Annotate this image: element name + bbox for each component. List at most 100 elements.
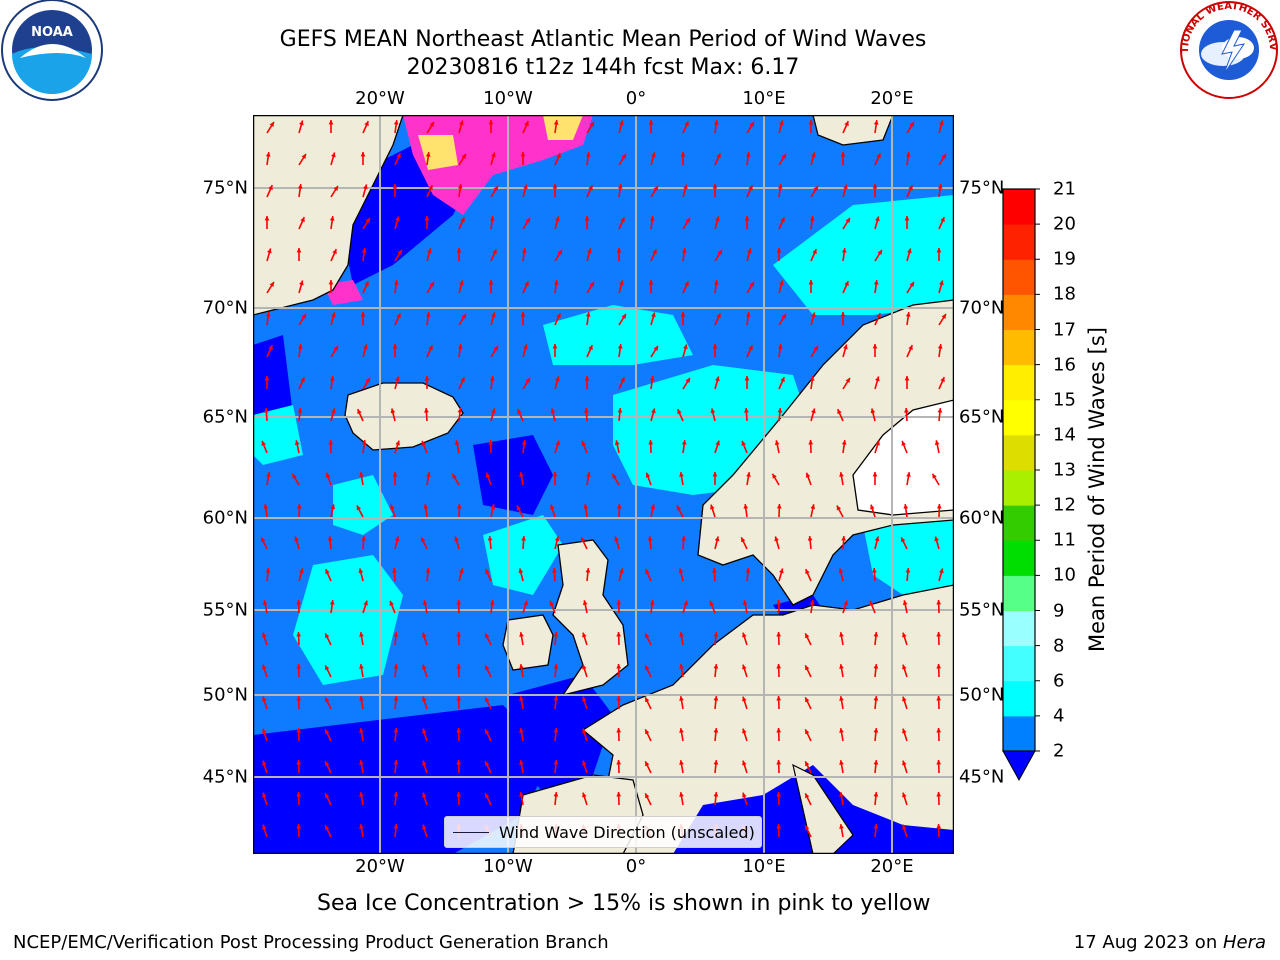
wind-wave-arrowhead	[262, 728, 267, 734]
wind-wave-arrowhead	[489, 600, 495, 605]
wind-wave-arrowhead	[456, 632, 462, 637]
wind-wave-arrowhead	[525, 217, 530, 223]
wind-wave-arrowhead	[902, 600, 908, 606]
wind-wave-arrowhead	[776, 696, 782, 701]
wind-wave-arrowhead	[521, 536, 526, 541]
wind-wave-arrowhead	[713, 632, 719, 637]
colorbar-segment	[1003, 329, 1035, 366]
wind-wave-arrowhead	[805, 569, 810, 575]
wind-wave-arrowhead	[553, 696, 559, 701]
wind-wave-arrowhead	[620, 377, 625, 383]
wind-wave-arrowhead	[839, 696, 844, 701]
sea-ice-regions	[323, 115, 593, 305]
wind-wave-arrowhead	[908, 185, 913, 191]
wind-wave-arrowhead	[589, 121, 594, 127]
wind-wave-arrowhead	[809, 376, 815, 381]
wind-wave-arrowhead	[839, 824, 844, 829]
wind-wave-arrowhead	[876, 313, 881, 319]
colorbar-tick-label: 8	[1053, 635, 1065, 657]
wind-wave-arrowhead	[713, 280, 719, 285]
wind-wave-arrowhead	[490, 504, 496, 510]
wind-wave-arrowhead	[712, 472, 718, 477]
wind-wave-arrowhead	[776, 728, 782, 733]
wind-wave-arrowhead	[262, 664, 267, 670]
wind-wave-arrowhead	[552, 184, 558, 189]
wind-wave-arrowhead	[264, 216, 270, 221]
wind-wave-arrowhead	[553, 792, 559, 797]
wind-wave-arrowhead	[422, 760, 427, 766]
wind-wave-arrowhead	[934, 536, 939, 542]
wind-wave-arrowhead	[296, 504, 302, 509]
wind-wave-arrowhead	[521, 440, 527, 445]
wind-wave-arrowhead	[363, 600, 368, 606]
wind-wave-arrowhead	[614, 536, 619, 542]
wind-wave-arrowhead	[741, 537, 746, 543]
colorbar-segment	[1003, 575, 1035, 611]
wind-wave-arrowhead	[709, 600, 714, 606]
wind-wave-arrowhead	[939, 568, 944, 574]
wind-wave-arrowhead	[780, 377, 785, 383]
wind-wave-arrowhead	[329, 376, 335, 381]
wind-wave-arrowhead	[902, 824, 907, 830]
wind-wave-arrowhead	[902, 760, 907, 766]
wind-wave-arrowhead	[617, 408, 623, 413]
wind-wave-arrowhead	[839, 664, 844, 669]
wind-wave-arrowhead	[901, 537, 906, 543]
wind-wave-arrowhead	[872, 568, 877, 573]
wind-wave-arrowhead	[485, 761, 490, 767]
colorbar-tick-label: 4	[1053, 705, 1065, 727]
footer-host: Hera	[1222, 932, 1266, 953]
colorbar-tick-label: 14	[1053, 424, 1076, 446]
wind-wave-arrowhead	[459, 280, 464, 286]
wind-wave-arrowhead	[390, 504, 395, 510]
wind-wave-arrowhead	[870, 504, 875, 510]
wind-wave-arrowhead	[300, 377, 305, 383]
wind-wave-arrowhead	[389, 600, 394, 606]
svalbard	[812, 115, 894, 146]
wind-wave-arrowhead	[584, 408, 589, 413]
lon-tick-top-2: 0°	[625, 88, 647, 109]
wind-wave-arrowhead	[904, 376, 910, 381]
wind-wave-arrowhead	[393, 664, 399, 669]
wind-wave-arrowhead	[426, 472, 431, 477]
wind-wave-arrowhead	[681, 536, 686, 541]
wind-wave-arrowhead	[519, 696, 524, 701]
wind-wave-arrowhead	[936, 824, 942, 829]
wind-wave-arrowhead	[941, 313, 946, 319]
wind-wave-arrowhead	[616, 728, 622, 733]
wind-wave-arrowhead	[364, 281, 369, 287]
wind-wave-arrowhead	[360, 152, 366, 157]
footer-date: 17 Aug 2023 on Hera	[1074, 932, 1266, 953]
wind-wave-arrowhead	[715, 376, 720, 382]
wind-wave-arrowhead	[683, 600, 688, 606]
wind-wave-arrowhead	[557, 249, 562, 255]
wind-wave-arrowhead	[587, 248, 592, 254]
wind-wave-arrowhead	[811, 152, 816, 158]
colorbar-segment	[1003, 540, 1035, 576]
wind-wave-arrowhead	[552, 472, 558, 477]
wind-wave-arrowhead	[619, 120, 624, 126]
wind-wave-arrowhead	[325, 665, 330, 671]
wind-wave-arrowhead	[396, 313, 401, 319]
wind-wave-arrowhead	[679, 696, 684, 701]
wind-wave-arrowhead	[651, 152, 656, 158]
wind-wave-arrowhead	[485, 697, 490, 703]
wind-wave-arrowhead	[685, 217, 690, 223]
wind-wave-arrowhead	[584, 216, 590, 221]
wind-wave-arrowhead	[743, 504, 749, 509]
wind-wave-arrowhead	[936, 760, 942, 765]
wind-wave-arrowhead	[582, 664, 587, 670]
wind-wave-arrowhead	[873, 664, 879, 669]
wind-wave-arrowhead	[649, 600, 655, 605]
wind-wave-arrowhead	[744, 408, 749, 413]
wind-wave-arrowhead	[616, 248, 622, 253]
wind-wave-arrowhead	[902, 664, 907, 670]
wind-wave-arrowhead	[779, 280, 784, 286]
wind-wave-arrowhead	[843, 600, 848, 606]
colorbar-tick-label: 19	[1053, 248, 1076, 270]
wind-wave-arrowhead	[365, 377, 370, 383]
wind-wave-arrowhead	[396, 153, 401, 159]
wind-wave-arrowhead	[680, 312, 686, 317]
wind-wave-arrowhead	[491, 312, 496, 318]
colorbar-tick-label: 9	[1053, 600, 1065, 621]
